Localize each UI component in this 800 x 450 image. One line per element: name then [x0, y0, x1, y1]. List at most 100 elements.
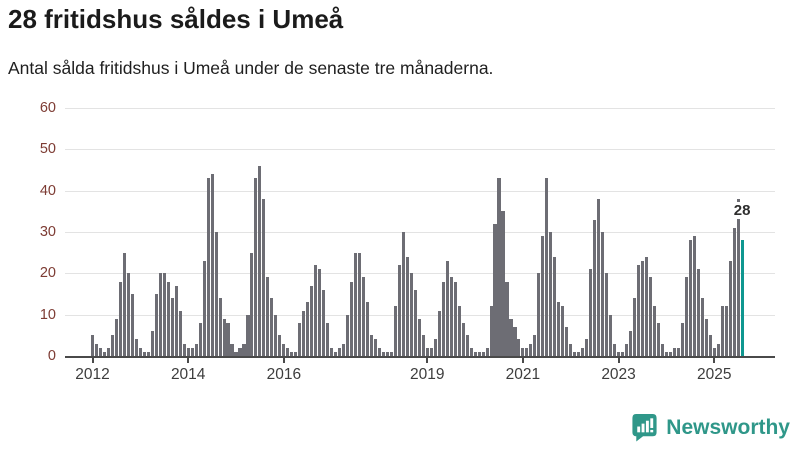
bar-month	[525, 347, 529, 356]
bar-month	[106, 347, 111, 356]
bar-month	[322, 289, 326, 356]
bar-month	[198, 322, 202, 356]
gridline-y-30	[65, 232, 775, 233]
bar-month	[266, 277, 270, 356]
bar-month	[457, 306, 461, 356]
y-axis-tick-label: 60	[39, 100, 56, 116]
gridline-y-50	[65, 149, 775, 151]
bar-current-period-highlight	[740, 240, 744, 356]
bar-month	[640, 260, 645, 356]
bar-month	[569, 343, 573, 356]
bar-month	[294, 351, 298, 356]
x-axis-tick-mark	[713, 358, 716, 363]
bar-month	[672, 347, 676, 356]
bar-month	[369, 335, 374, 356]
bar-month	[306, 302, 310, 356]
bar-month	[684, 277, 688, 356]
bar-month	[354, 252, 358, 356]
bar-month	[712, 347, 716, 356]
bar-month	[497, 178, 501, 356]
bar-month	[577, 351, 581, 356]
bar-month	[473, 351, 477, 356]
bar-month	[601, 232, 605, 356]
bar-month	[493, 223, 497, 356]
x-axis-tick-label: 2012	[75, 366, 110, 383]
bar-month	[206, 178, 210, 356]
bar-month	[150, 331, 154, 356]
bar-month	[178, 310, 182, 356]
bar-month	[262, 198, 266, 356]
bar-month	[417, 318, 421, 356]
bar-month	[724, 306, 728, 356]
gridline-y-60	[65, 108, 775, 109]
newsworthy-brand-name: Newsworthy	[666, 415, 790, 439]
bar-month	[330, 347, 334, 356]
bar-month	[190, 347, 194, 356]
bar-month	[433, 339, 437, 356]
bar-month	[609, 314, 613, 356]
bar-month	[182, 343, 186, 356]
gridline-y-10	[65, 314, 775, 316]
bar-month	[405, 256, 409, 356]
bar-month	[593, 219, 597, 356]
bar-month	[338, 347, 342, 356]
x-axis-tick-label: 2025	[696, 366, 732, 383]
bar-month	[505, 281, 509, 356]
bar-month	[429, 347, 433, 356]
bar-month	[557, 302, 561, 356]
bar-month	[732, 227, 736, 356]
bar-month	[334, 351, 338, 356]
bar-month	[652, 306, 656, 356]
bar-month	[270, 298, 274, 356]
bar-month	[541, 236, 545, 356]
bar-month	[142, 351, 146, 356]
bar-month	[254, 178, 258, 356]
bar-month	[393, 306, 397, 356]
bar-month	[605, 273, 609, 356]
bar-month	[489, 306, 493, 356]
x-axis-tick-label: 2016	[266, 366, 302, 383]
bar-month	[700, 298, 704, 356]
x-axis-tick-mark	[282, 358, 285, 363]
bar-month	[365, 302, 370, 356]
bar-month	[314, 265, 318, 356]
bar-month	[692, 236, 696, 356]
bar-month	[644, 256, 648, 356]
bar-month	[708, 335, 712, 356]
bar-month	[720, 306, 724, 356]
bar-month	[529, 343, 533, 356]
newsworthy-brand-link[interactable]: Newsworthy	[631, 413, 790, 442]
bar-month	[226, 322, 230, 356]
bar-month	[282, 343, 286, 356]
bar-month	[485, 347, 489, 356]
bar-month	[425, 347, 429, 356]
bar-month	[537, 273, 541, 356]
gridline-y-20	[65, 273, 775, 275]
bar-month	[170, 298, 174, 356]
x-axis-tick-mark	[91, 358, 94, 363]
bar-month	[326, 322, 330, 356]
bar-month	[477, 351, 481, 356]
bar-month	[409, 273, 413, 356]
bar-month	[617, 351, 621, 356]
bar-month	[94, 343, 99, 356]
bar-month	[385, 351, 389, 356]
bar-month	[549, 232, 553, 356]
bar-month	[357, 252, 362, 356]
bar-month	[234, 351, 238, 356]
bar-month	[381, 351, 385, 356]
bar-month	[413, 289, 417, 356]
bar-month	[553, 256, 557, 356]
bar-month	[342, 343, 346, 356]
bar-month	[716, 343, 720, 356]
bar-month	[660, 343, 664, 356]
bar-month	[298, 322, 302, 356]
bar-month	[174, 285, 178, 356]
bar-month	[238, 347, 242, 356]
bar-month	[648, 277, 652, 356]
bar-month	[278, 335, 282, 356]
bar-month	[688, 240, 692, 356]
bar-month	[676, 347, 680, 356]
bar-month	[453, 281, 457, 356]
bar-month	[397, 265, 401, 356]
